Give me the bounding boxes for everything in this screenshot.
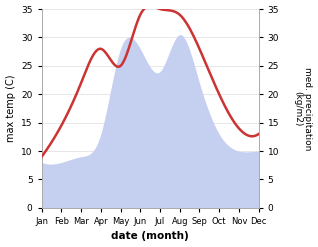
X-axis label: date (month): date (month) (111, 231, 189, 242)
Y-axis label: med. precipitation
(kg/m2): med. precipitation (kg/m2) (293, 67, 313, 150)
Y-axis label: max temp (C): max temp (C) (5, 75, 16, 142)
